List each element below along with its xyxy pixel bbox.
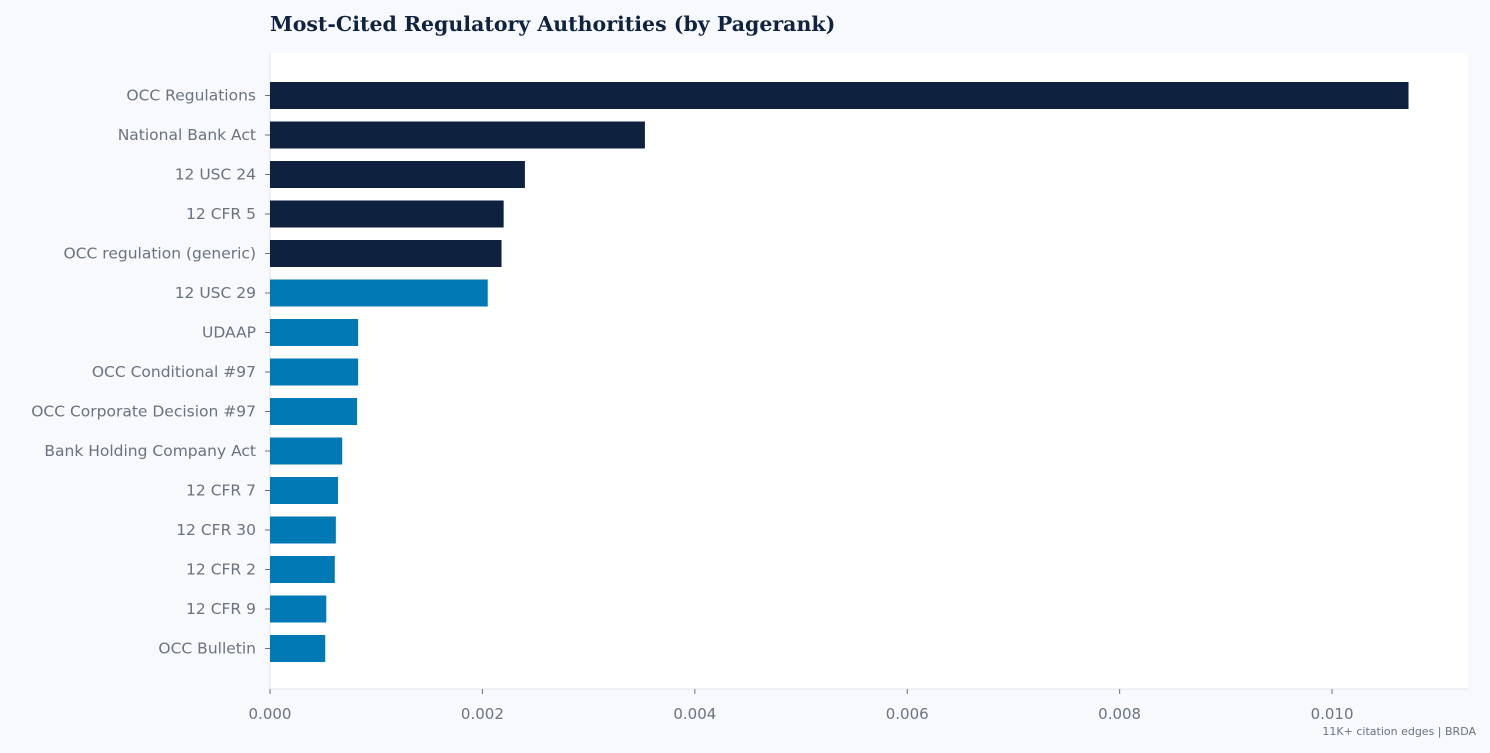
x-tick-label: 0.008 — [1098, 705, 1141, 723]
chart-title: Most-Cited Regulatory Authorities (by Pa… — [270, 12, 835, 36]
bar — [270, 121, 645, 149]
y-tick-label: UDAAP — [202, 324, 256, 342]
bar — [270, 82, 1409, 109]
y-tick-label: OCC Conditional #97 — [92, 363, 256, 381]
y-tick-label: 12 CFR 2 — [186, 561, 256, 579]
x-tick-label: 0.004 — [673, 705, 716, 723]
y-tick-label: 12 CFR 30 — [176, 521, 256, 539]
bar — [270, 240, 502, 267]
bar — [270, 516, 336, 544]
bar — [270, 358, 359, 386]
y-tick-label: OCC Regulations — [126, 87, 256, 105]
y-tick-label: 12 USC 29 — [175, 284, 256, 302]
y-tick-label: 12 CFR 9 — [186, 600, 256, 618]
bar — [270, 595, 327, 623]
bar — [270, 161, 525, 188]
bar — [270, 398, 358, 425]
y-axis-ticks: OCC Regulations National Bank Act 12 USC 2… — [31, 87, 270, 658]
y-tick-label: 12 CFR 5 — [186, 205, 256, 223]
y-tick-label: 12 USC 24 — [175, 166, 256, 184]
bars-group — [270, 82, 1409, 662]
bar — [270, 437, 343, 465]
y-tick-label: 12 CFR 7 — [186, 482, 256, 500]
bar — [270, 319, 359, 346]
y-tick-label: National Bank Act — [118, 126, 256, 144]
x-tick-label: 0.006 — [886, 705, 929, 723]
y-tick-label: OCC Corporate Decision #97 — [31, 403, 256, 421]
footnote: 11K+ citation edges | BRDA — [1322, 725, 1476, 738]
bar — [270, 635, 326, 662]
bar — [270, 279, 488, 307]
y-tick-label: Bank Holding Company Act — [44, 442, 256, 460]
y-tick-label: OCC Bulletin — [158, 640, 256, 658]
y-tick-label: OCC regulation (generic) — [64, 245, 256, 263]
x-axis-ticks: 0.000 0.002 0.004 0.006 0.008 0.010 — [249, 689, 1354, 723]
bar — [270, 200, 504, 228]
x-tick-label: 0.000 — [249, 705, 292, 723]
plot-area — [270, 53, 1468, 689]
bar — [270, 477, 338, 504]
bar — [270, 556, 335, 583]
x-tick-label: 0.010 — [1311, 705, 1354, 723]
x-tick-label: 0.002 — [461, 705, 504, 723]
